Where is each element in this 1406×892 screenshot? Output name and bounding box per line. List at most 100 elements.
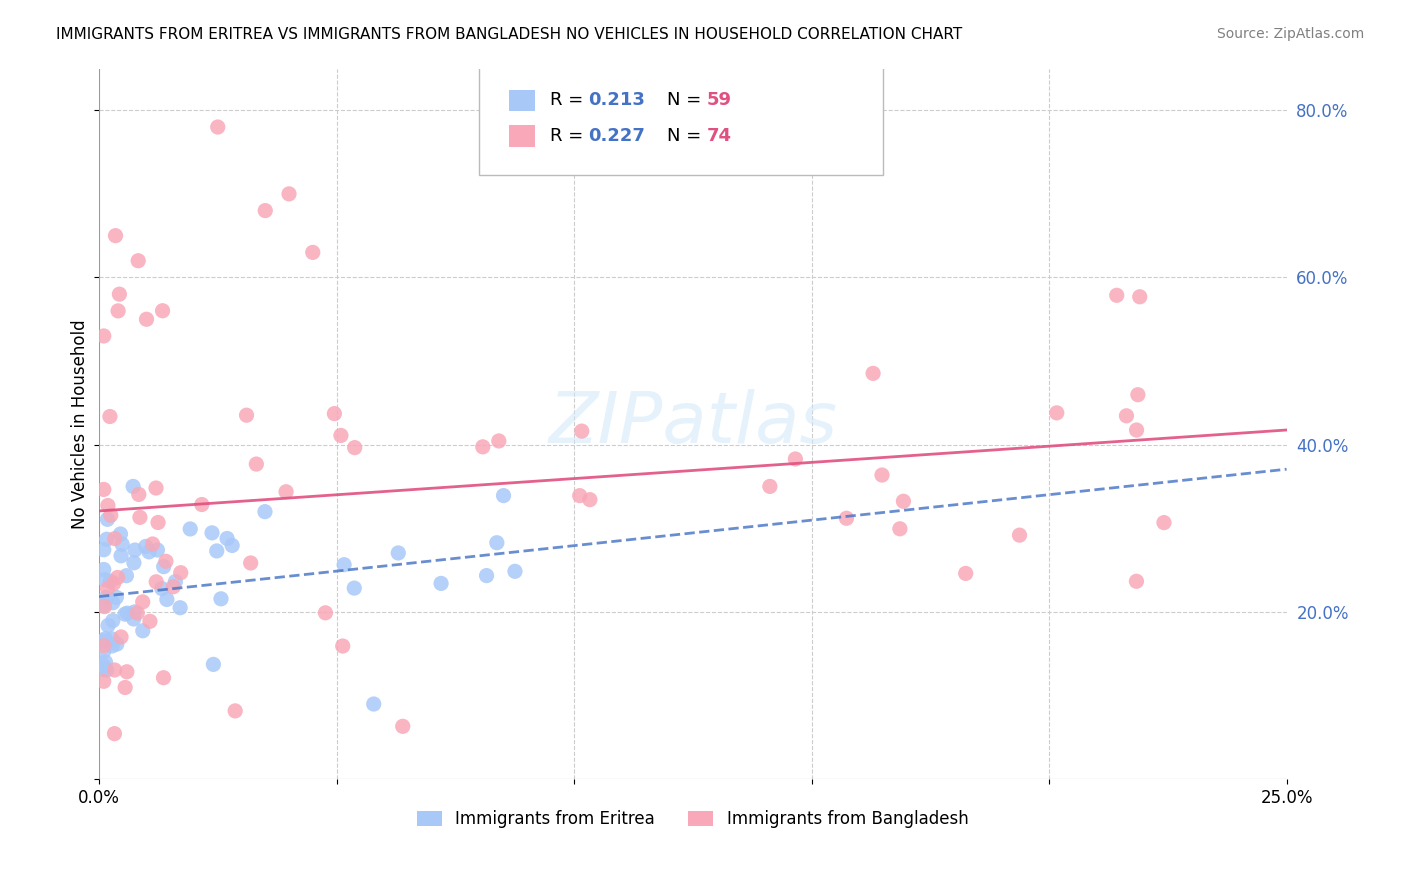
Point [759,479,782,493]
Text: 59: 59 [707,92,733,110]
Point [129,510,152,524]
Point [889,522,911,536]
Point [103,726,125,740]
Point [245,457,267,471]
Text: R =: R = [550,92,589,110]
Point [488,434,510,448]
FancyBboxPatch shape [509,90,534,112]
Point [97,618,120,632]
Point [191,498,214,512]
Point [93,663,115,677]
Point [93,562,115,576]
Point [111,537,134,551]
Point [254,203,277,218]
Point [343,581,366,595]
Point [104,663,127,677]
FancyBboxPatch shape [479,62,883,175]
Point [108,287,131,301]
Point [1008,528,1031,542]
Text: R =: R = [550,127,589,145]
Point [145,574,167,589]
Point [955,566,977,581]
Point [94,591,117,605]
Point [150,582,173,596]
Text: N =: N = [666,127,707,145]
Point [117,606,139,620]
Point [146,516,169,530]
Point [165,574,187,589]
Point [93,573,115,587]
Point [104,228,127,243]
Point [387,546,409,560]
Text: 74: 74 [707,127,733,145]
Point [205,544,228,558]
Point [98,409,121,424]
Point [170,566,193,580]
Point [146,543,169,558]
Point [127,253,149,268]
Text: ZIPatlas: ZIPatlas [548,389,838,458]
FancyBboxPatch shape [509,126,534,146]
Point [93,639,115,653]
Point [274,484,297,499]
Point [156,592,179,607]
Y-axis label: No Vehicles in Household: No Vehicles in Household [72,319,89,529]
Point [332,639,354,653]
Text: 0.227: 0.227 [588,127,645,145]
Point [471,440,494,454]
Point [98,574,121,589]
Text: N =: N = [666,92,707,110]
Point [430,576,453,591]
Point [93,644,115,658]
Point [785,452,807,467]
Point [1105,288,1128,302]
Point [1115,409,1137,423]
Point [107,304,129,318]
Point [145,481,167,495]
Point [1125,574,1147,589]
Point [96,512,118,526]
Point [101,632,124,646]
Point [201,525,224,540]
Point [93,599,115,613]
Point [94,632,117,646]
Point [96,582,118,596]
Point [93,599,115,614]
Point [862,367,884,381]
Point [333,558,356,572]
Point [492,489,515,503]
Point [217,532,239,546]
Text: 0.213: 0.213 [588,92,645,110]
Point [162,580,184,594]
Point [253,505,276,519]
Point [101,596,124,610]
Point [135,312,157,326]
Point [101,614,124,628]
Point [1129,290,1152,304]
Point [135,540,157,554]
Point [93,329,115,343]
Point [142,537,165,551]
Point [93,674,115,689]
Point [105,637,128,651]
Point [93,542,115,557]
Point [122,479,145,493]
Point [329,428,352,442]
Point [104,532,127,546]
Point [314,606,336,620]
Point [1125,423,1147,437]
Point [122,612,145,626]
Point [96,663,118,677]
Point [503,565,526,579]
Text: Source: ZipAtlas.com: Source: ZipAtlas.com [1216,27,1364,41]
Point [101,639,124,653]
Point [1046,406,1069,420]
Point [110,527,132,541]
Point [323,407,346,421]
Point [93,633,115,648]
Point [209,591,232,606]
Point [870,468,893,483]
Text: IMMIGRANTS FROM ERITREA VS IMMIGRANTS FROM BANGLADESH NO VEHICLES IN HOUSEHOLD C: IMMIGRANTS FROM ERITREA VS IMMIGRANTS FR… [56,27,963,42]
Point [110,549,132,563]
Point [363,697,385,711]
